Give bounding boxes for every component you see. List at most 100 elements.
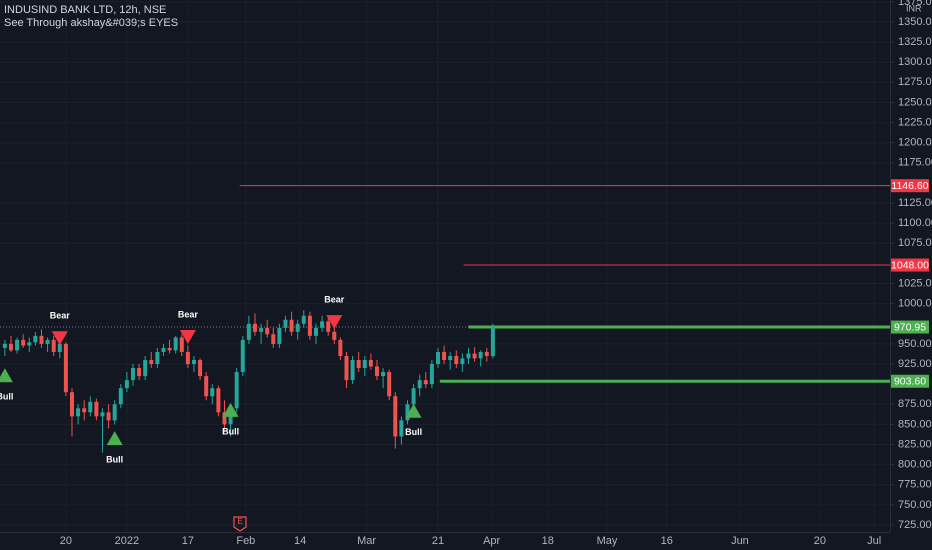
candle-body	[179, 337, 184, 352]
candle-body	[246, 323, 251, 340]
signal-label: Bull	[0, 392, 13, 402]
candle-body	[332, 331, 337, 340]
candle-body	[368, 360, 373, 367]
candle-body	[222, 412, 227, 425]
plot: Bull Bear Bull Bear Bull Bear Bull	[0, 185, 890, 464]
candle-body	[155, 351, 160, 365]
candle-body	[204, 376, 209, 397]
y-tick-label: 800.00	[898, 459, 932, 471]
candle-body	[51, 339, 56, 352]
candle-body	[33, 335, 38, 343]
candle-body	[259, 327, 264, 332]
candle-body	[387, 372, 392, 397]
candle-body	[94, 401, 99, 417]
candle-body	[57, 343, 62, 352]
candle-body	[307, 315, 312, 336]
candle-body	[15, 339, 20, 351]
candle-body	[45, 339, 50, 344]
y-tick-label: 1375.00	[898, 0, 932, 8]
currency: INR	[906, 3, 922, 13]
candle-body	[240, 339, 245, 373]
candle-body	[289, 319, 294, 332]
level-label: 1048.00	[891, 259, 929, 271]
candle-body	[381, 372, 386, 377]
candle-body	[393, 396, 398, 437]
y-tick-label: 1225.00	[898, 116, 932, 128]
candle-body	[326, 321, 331, 332]
candle-body	[362, 360, 367, 369]
candle-body	[216, 388, 221, 413]
candle-body	[277, 327, 282, 344]
signal-label: Bull	[106, 454, 123, 464]
candle-body	[39, 335, 44, 344]
x-tick-label: 17	[182, 535, 194, 547]
candle-body	[435, 351, 440, 365]
y-tick-label: 950.00	[898, 338, 932, 350]
y-tick-label: 1325.00	[898, 36, 932, 48]
candle-body	[338, 339, 343, 356]
candle-body	[21, 339, 26, 346]
candle-body	[399, 420, 404, 437]
candle-body	[130, 368, 135, 381]
candle-body	[63, 343, 68, 393]
level-label-box	[891, 258, 929, 272]
candle-body	[460, 358, 465, 365]
signal-marker	[222, 402, 239, 417]
earnings-icon: E	[233, 516, 247, 532]
candle-body	[454, 355, 459, 365]
candle-body	[76, 408, 81, 417]
chart-title: INDUSIND BANK LTD, 12h, NSE	[4, 4, 166, 16]
candle-body	[374, 366, 379, 377]
y-tick-label: 825.00	[898, 438, 932, 450]
candle-body	[265, 327, 270, 335]
y-tick-label: 1175.00	[898, 157, 932, 169]
y-tick-label: 1250.00	[898, 96, 932, 108]
signal-marker	[106, 431, 123, 446]
x-tick-label: Jun	[731, 535, 749, 547]
candle-body	[442, 351, 447, 361]
candle-body	[124, 380, 129, 389]
candle-body	[429, 364, 434, 385]
x-tick-label: May	[597, 535, 618, 547]
y-tick-label: 925.00	[898, 358, 932, 370]
y-tick-label: 1350.00	[898, 16, 932, 28]
candle-body	[2, 343, 7, 348]
y-tick-label: 1125.00	[898, 197, 932, 209]
candle-body	[69, 392, 74, 417]
candle-body	[448, 355, 453, 361]
axes: 725.00 750.00 775.00 800.00 825.00 850.00 875.…	[60, 0, 932, 547]
candle-body	[100, 412, 105, 417]
candle-body	[88, 401, 93, 413]
x-tick-label: 18	[542, 535, 554, 547]
candle-body	[161, 347, 166, 352]
y-tick-label: 1275.00	[898, 76, 932, 88]
candle-body	[191, 360, 196, 365]
y-tick-label: 775.00	[898, 479, 932, 491]
candle-body	[478, 351, 483, 359]
candle-body	[313, 327, 318, 336]
level-label-box	[891, 320, 929, 334]
candle-body	[405, 404, 410, 421]
candle-body	[356, 360, 361, 369]
signal-marker	[405, 403, 422, 418]
signal-label: Bear	[50, 311, 71, 321]
x-tick-label: 2022	[115, 535, 139, 547]
candle-body	[185, 351, 190, 365]
candle-body	[106, 412, 111, 421]
signal-label: Bear	[324, 295, 345, 305]
level-label: 1146.60	[891, 180, 928, 192]
candle-body	[472, 353, 477, 359]
y-tick-label: 1000.00	[898, 298, 932, 310]
candle-body	[411, 388, 416, 405]
x-tick-label: 14	[294, 535, 306, 547]
candle-body	[8, 343, 13, 351]
x-tick-label: 20	[60, 535, 72, 547]
svg-text:E: E	[237, 517, 242, 526]
y-tick-label: 1075.00	[898, 237, 932, 249]
candle-body	[271, 334, 276, 344]
candle-body	[320, 321, 325, 328]
candle-body	[423, 380, 428, 385]
candle-body	[234, 372, 239, 409]
